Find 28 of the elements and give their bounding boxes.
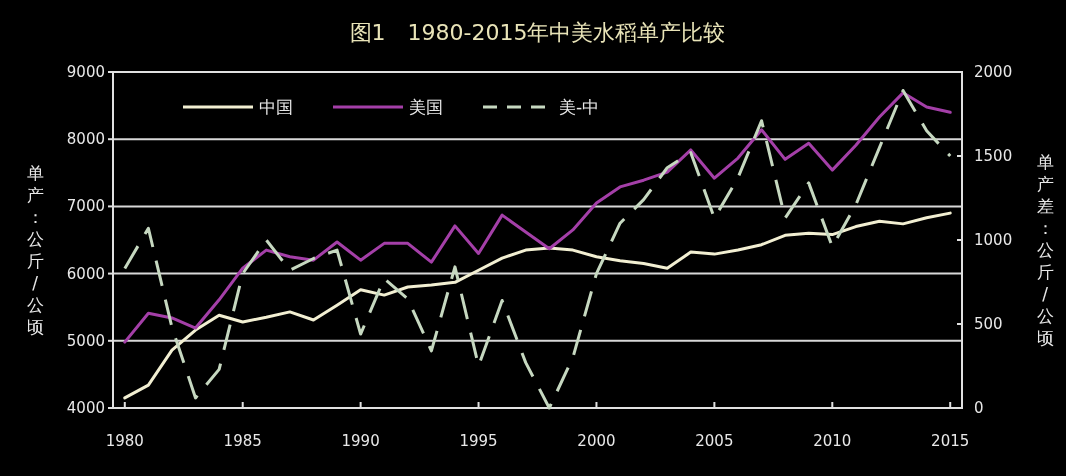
line-series <box>123 91 952 344</box>
y-tick-label: 9000 <box>66 63 105 81</box>
y-tick-label: 4000 <box>66 399 105 417</box>
legend-label: 美国 <box>409 97 443 117</box>
line-series <box>123 211 952 400</box>
y-axis-title: 单产：公斤/公顷 <box>26 163 44 337</box>
line-series <box>123 88 952 410</box>
y2-tick-label: 0 <box>974 399 984 417</box>
text: 单产差：公斤/公顷 <box>1036 152 1054 348</box>
x-tick-label: 1980 <box>105 432 144 450</box>
y-tick-label: 5000 <box>66 331 105 350</box>
legend-label: 美-中 <box>559 97 600 117</box>
y2-tick-label: 500 <box>974 315 1003 333</box>
y2-tick-label: 2000 <box>974 63 1013 81</box>
x-tick-label: 2015 <box>931 432 970 450</box>
y2-tick-label: 1500 <box>974 147 1013 165</box>
y-tick-label: 8000 <box>66 130 105 149</box>
y-tick-label: 6000 <box>66 264 105 283</box>
x-tick-label: 2000 <box>577 432 616 450</box>
y2-tick-label: 1000 <box>974 231 1013 249</box>
x-tick-label: 1985 <box>223 432 262 450</box>
x-tick-label: 2005 <box>695 432 734 450</box>
x-tick-label: 2010 <box>813 432 852 450</box>
chart-title: 图1 1980-2015年中美水稻单产比较 <box>349 20 726 45</box>
x-tick-label: 1995 <box>459 432 498 450</box>
legend-label: 中国 <box>259 97 293 117</box>
x-tick-label: 1990 <box>341 432 380 450</box>
y-tick-label: 7000 <box>66 197 105 216</box>
